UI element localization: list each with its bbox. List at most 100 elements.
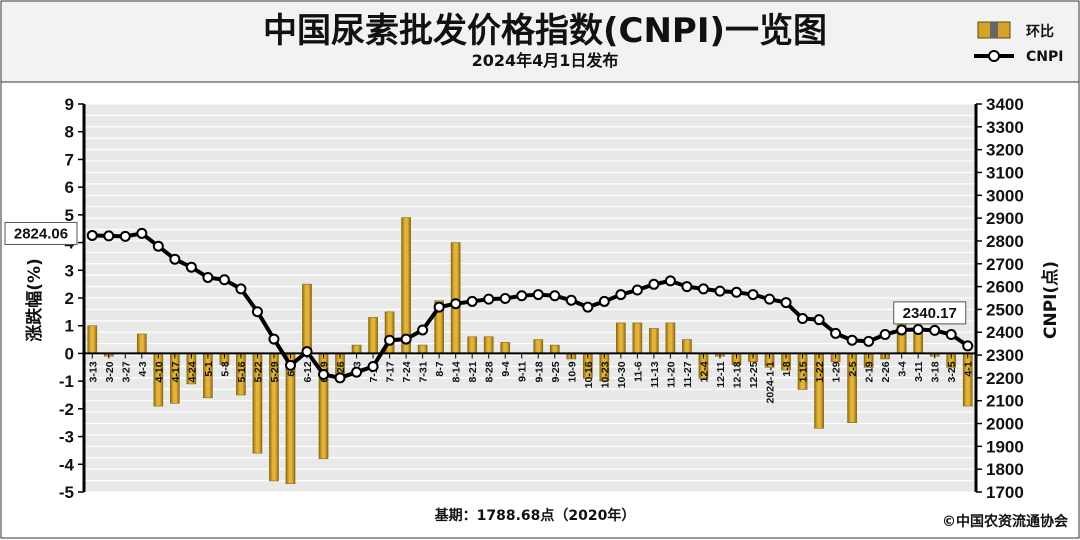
y-right-tick-label: 3100 [986, 163, 1024, 182]
x-tick-label: 10-30 [616, 361, 628, 388]
y-right-tick-label: 2100 [986, 392, 1024, 411]
x-tick-label: 9-18 [533, 361, 545, 382]
y-left-axis-title: 涨跌幅(%) [24, 258, 45, 342]
cnpi-point [697, 283, 709, 295]
cnpi-point [929, 324, 941, 336]
y-right-tick-label: 1900 [986, 437, 1024, 456]
y-left-tick-label: 8 [65, 123, 74, 142]
annotation-label: 2340.17 [903, 305, 957, 322]
cnpi-point [152, 240, 164, 252]
x-tick-label: 1-22 [814, 361, 826, 382]
cnpi-point [945, 329, 957, 341]
y-left-tick-label: 0 [65, 344, 74, 363]
bar [401, 217, 411, 354]
chart-title: 中国尿素批发价格指数(CNPI)一览图 [263, 11, 827, 51]
cnpi-point [384, 334, 396, 346]
x-tick-label: 3-11 [913, 361, 925, 382]
outer-frame [0, 81, 1080, 539]
annotation-box [4, 221, 78, 245]
cnpi-point [797, 313, 809, 325]
legend-bar-label: 环比 [1026, 23, 1054, 40]
cnpi-point [863, 335, 875, 347]
x-tick-label: 10-23 [599, 361, 611, 388]
x-tick-label: 8-28 [484, 361, 496, 382]
y-right-tick-label: 1700 [986, 483, 1024, 502]
x-tick-label: 3-13 [87, 361, 99, 382]
y-right-tick-label: 2400 [986, 323, 1024, 342]
x-tick-label: 3-25 [946, 361, 958, 382]
bar [483, 336, 494, 354]
x-tick-label: 4-3 [137, 361, 149, 376]
y-right-tick-label: 2700 [986, 255, 1024, 274]
bar [616, 322, 626, 354]
cnpi-point [318, 368, 330, 380]
x-tick-label: 5-1 [203, 361, 215, 376]
bar [368, 317, 378, 354]
x-tick-label: 5-16 [236, 361, 248, 382]
x-tick-label: 12-11 [715, 361, 727, 387]
x-tick-label: 7-17 [385, 361, 397, 382]
cnpi-point [433, 301, 445, 313]
x-tick-label: 2-26 [880, 361, 892, 382]
y-right-tick-label: 2600 [986, 278, 1024, 297]
cnpi-point [912, 323, 924, 335]
x-tick-label: 3-27 [120, 361, 132, 382]
x-tick-label: 9-4 [500, 361, 512, 376]
x-tick-label: 9-25 [550, 361, 562, 382]
legend: 环比 CNPI [974, 21, 1063, 65]
cnpi-point [615, 289, 627, 301]
cnpi-point [218, 274, 230, 286]
y-left-tick-label: 1 [65, 317, 74, 336]
header-band [0, 0, 1080, 83]
cnpi-point [185, 261, 197, 273]
cnpi-point [103, 230, 115, 242]
x-tick-label: 2-5 [847, 361, 859, 376]
bar [649, 328, 659, 354]
y-left-tick-label: 7 [65, 150, 74, 169]
bar [302, 283, 312, 354]
cnpi-point [268, 333, 280, 345]
cnpi-point [235, 283, 247, 295]
cnpi-point [846, 334, 858, 346]
bar [417, 344, 428, 354]
bar [549, 344, 560, 354]
x-tick-label: 12-4 [698, 361, 710, 382]
x-tick-label: 11-20 [665, 361, 677, 387]
x-tick-label: 1-8 [781, 361, 793, 376]
x-tick-label: 7-24 [401, 361, 413, 382]
cnpi-point [896, 324, 908, 336]
y-right-tick-label: 3000 [986, 186, 1024, 205]
cnpi-point [466, 295, 478, 307]
cnpi-point [664, 275, 676, 287]
x-tick-label: 11-6 [632, 361, 644, 382]
legend-line-label: CNPI [1026, 49, 1063, 65]
y-left-tick-label: 2 [65, 289, 74, 308]
x-tick-label: 5-8 [219, 361, 231, 376]
x-tick-label: 2-19 [864, 361, 876, 382]
cnpi-point [648, 278, 660, 290]
cnpi-point [367, 360, 379, 372]
bar [533, 339, 544, 354]
x-tick-label: 8-14 [451, 361, 463, 382]
base-note: 基期：1788.68点（2020年） [435, 507, 636, 524]
cnpi-point [417, 324, 429, 336]
cnpi-point [582, 301, 594, 313]
y-right-tick-label: 3300 [986, 118, 1024, 137]
x-tick-label: 1-29 [831, 361, 843, 382]
cnpi-point [780, 297, 792, 309]
x-tick-label: 5-22 [252, 361, 264, 382]
bar [682, 339, 692, 354]
cnpi-point [169, 253, 181, 265]
legend-bar-swatch-inner [990, 22, 998, 38]
y-left-tick-label: -1 [59, 372, 74, 391]
x-tick-label: 11-27 [682, 361, 694, 387]
cnpi-point [516, 290, 528, 302]
y-right-tick-label: 2300 [986, 346, 1024, 365]
bar [351, 344, 362, 354]
x-tick-label: 3-4 [897, 361, 909, 376]
x-tick-label: 7-31 [418, 361, 430, 382]
cnpi-point [747, 289, 759, 301]
cnpi-point [499, 292, 511, 304]
